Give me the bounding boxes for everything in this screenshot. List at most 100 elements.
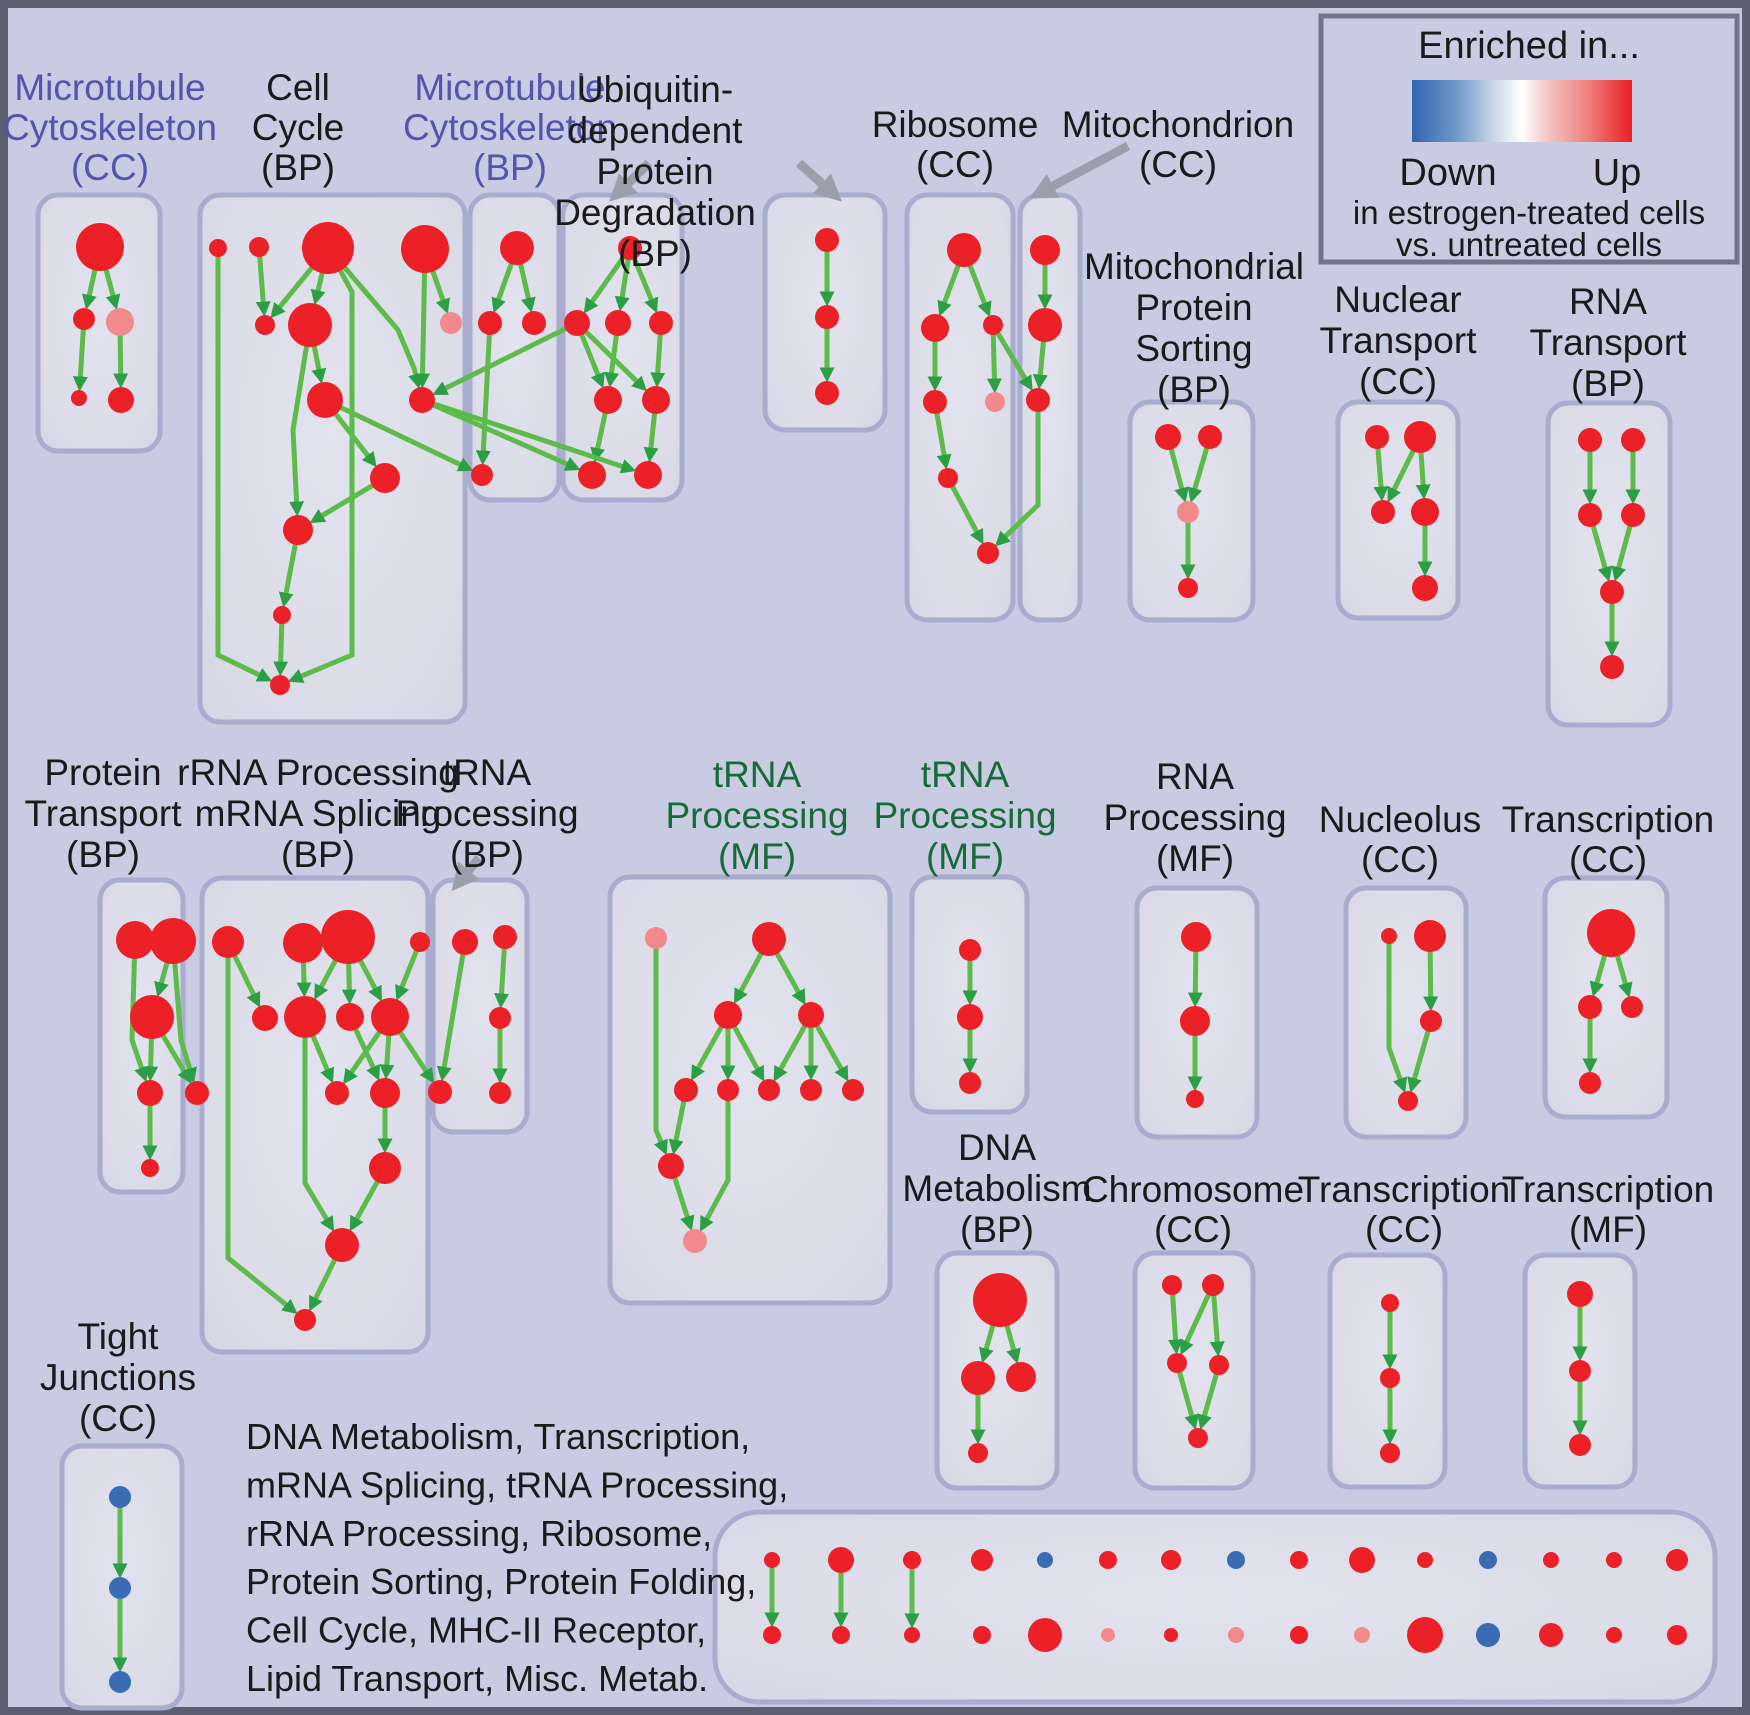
node-qq12-red (325, 1228, 359, 1262)
node-wb3-red (904, 1627, 920, 1643)
node-wb4-red (973, 1626, 991, 1644)
node-wb10-pink (1354, 1627, 1370, 1643)
cluster-label-ribosome-cc: Ribosome (CC) (872, 104, 1039, 185)
node-tc4-red (1579, 1072, 1601, 1094)
node-ch3-red (1167, 1353, 1187, 1373)
cluster-label-protein-transport-bp: Protein Transport (BP) (25, 752, 183, 875)
node-ub5-red (594, 386, 622, 414)
node-ub3-red (605, 310, 631, 336)
node-cc8-red (307, 382, 343, 418)
cluster-label-dna-metabolism-bp: DNA Metabolism (BP) (902, 1127, 1091, 1250)
node-tf10-red (658, 1153, 684, 1179)
node-tm3-red (1569, 1434, 1591, 1456)
node-tf1-pink (645, 927, 667, 949)
edge-cc1-cc13 (215, 248, 273, 682)
node-cc13-red (270, 675, 290, 695)
edge-tf6-tf11 (699, 1090, 731, 1232)
node-nt1-red (1365, 425, 1389, 449)
node-qq6-red (284, 996, 326, 1038)
node-nt2-red (1404, 421, 1436, 453)
node-cc12-red (273, 606, 291, 624)
node-qq10-red (370, 1078, 400, 1108)
node-t31-red (1381, 1294, 1399, 1312)
node-rb1-red (947, 233, 981, 267)
node-wt7-red (1161, 1550, 1181, 1570)
cluster-label-tight-junctions-cc: Tight Junctions (CC) (40, 1316, 196, 1439)
node-wb6-pink (1101, 1628, 1115, 1642)
node-tj3-blue (109, 1671, 131, 1693)
edge-qq1-qq13 (225, 942, 298, 1315)
cluster-box-transcription-cc-middle (1542, 875, 1670, 1120)
node-uq2-red (815, 305, 839, 329)
node-wb9-red (1290, 1626, 1308, 1644)
edge-tf1-tf10 (653, 938, 668, 1156)
node-wt11-red (1417, 1552, 1433, 1568)
node-cc10-red (370, 463, 400, 493)
node-nu4-red (1398, 1091, 1418, 1111)
node-mt3-red (1026, 388, 1050, 412)
node-mb1-red (500, 231, 534, 265)
node-nt4-red (1411, 498, 1439, 526)
cluster-label-trna-processing-bp: tRNA Processing (BP) (395, 752, 578, 875)
legend: Enriched in... Down Up in estrogen-treat… (1318, 13, 1740, 265)
node-tf11-pink (683, 1229, 707, 1253)
node-pt5-red (185, 1081, 209, 1105)
legend-context-line1: in estrogen-treated cells (1353, 194, 1705, 231)
node-tf7-red (758, 1079, 780, 1101)
node-ub6-red (642, 386, 670, 414)
node-rt2-red (1621, 428, 1645, 452)
summary-line-6: Lipid Transport, Misc. Metab. (246, 1658, 708, 1699)
node-tf6-red (717, 1079, 739, 1101)
edge-ub2-cc9 (432, 320, 579, 395)
node-tc3-red (1621, 996, 1643, 1018)
node-tg1-red (959, 939, 981, 961)
cluster-label-transcription-cc-bottom: Transcription (CC) (1298, 1169, 1510, 1250)
summary-line-2: mRNA Splicing, tRNA Processing, (246, 1464, 788, 1505)
node-qq8-red (371, 998, 409, 1036)
node-tf3-red (714, 1001, 742, 1029)
node-tg3-red (959, 1072, 981, 1094)
node-wb5-red (1028, 1618, 1062, 1652)
node-cc7-pink (440, 312, 462, 334)
edge-nu1-nu4 (1386, 936, 1408, 1093)
node-pt6-red (141, 1159, 159, 1177)
node-dm1-red (973, 1273, 1027, 1327)
node-rb3-red (983, 315, 1003, 335)
node-wt6-red (1099, 1551, 1117, 1569)
node-tb2-red (493, 925, 517, 949)
node-tb5-red (489, 1082, 511, 1104)
node-mb3-red (522, 311, 546, 335)
node-wt5-blue (1037, 1552, 1053, 1568)
node-wt3-red (903, 1551, 921, 1569)
node-qq13-red (294, 1309, 316, 1331)
node-rp2-red (1180, 1006, 1210, 1036)
cluster-label-mitochondrial-protein-sorting-bp: Mitochondrial Protein Sorting (BP) (1084, 246, 1304, 410)
node-qq5-red (252, 1005, 278, 1031)
node-wt1-red (764, 1552, 780, 1568)
node-cc9-red (409, 387, 435, 413)
node-tc2-red (1578, 995, 1602, 1019)
node-wb15-red (1667, 1625, 1687, 1645)
summary-line-5: Cell Cycle, MHC-II Receptor, (246, 1610, 706, 1651)
cluster-label-cell-cycle-bp: Cell Cycle (BP) (252, 67, 345, 188)
node-ch2-red (1202, 1274, 1224, 1296)
node-mc5-red (108, 387, 134, 413)
cluster-label-microtubule-cytoskeleton-bp: Microtubule Cytoskeleton (BP) (403, 67, 617, 188)
node-tm1-red (1567, 1281, 1593, 1307)
node-rp3-red (1186, 1090, 1204, 1108)
node-qq4-red (410, 932, 430, 952)
cluster-label-rna-transport-bp: RNA Transport (BP) (1530, 281, 1688, 404)
node-cc5-red (255, 315, 275, 335)
node-ms3-pink (1177, 501, 1199, 523)
node-rt1-red (1578, 428, 1602, 452)
node-nt5-red (1412, 575, 1438, 601)
summary-line-3: rRNA Processing, Ribosome, (246, 1513, 712, 1554)
edge-pt2-pt5 (170, 940, 197, 1083)
node-uq3-red (815, 381, 839, 405)
cluster-label-ubiquitin-degradation-bp-1: Ubiquitin-dependent Protein Degradation (BP… (554, 69, 756, 274)
node-cc3-red (302, 222, 354, 274)
node-rb5-pink (985, 392, 1005, 412)
node-mb4-red (471, 464, 493, 486)
edge-cc3-cc9 (326, 246, 423, 389)
